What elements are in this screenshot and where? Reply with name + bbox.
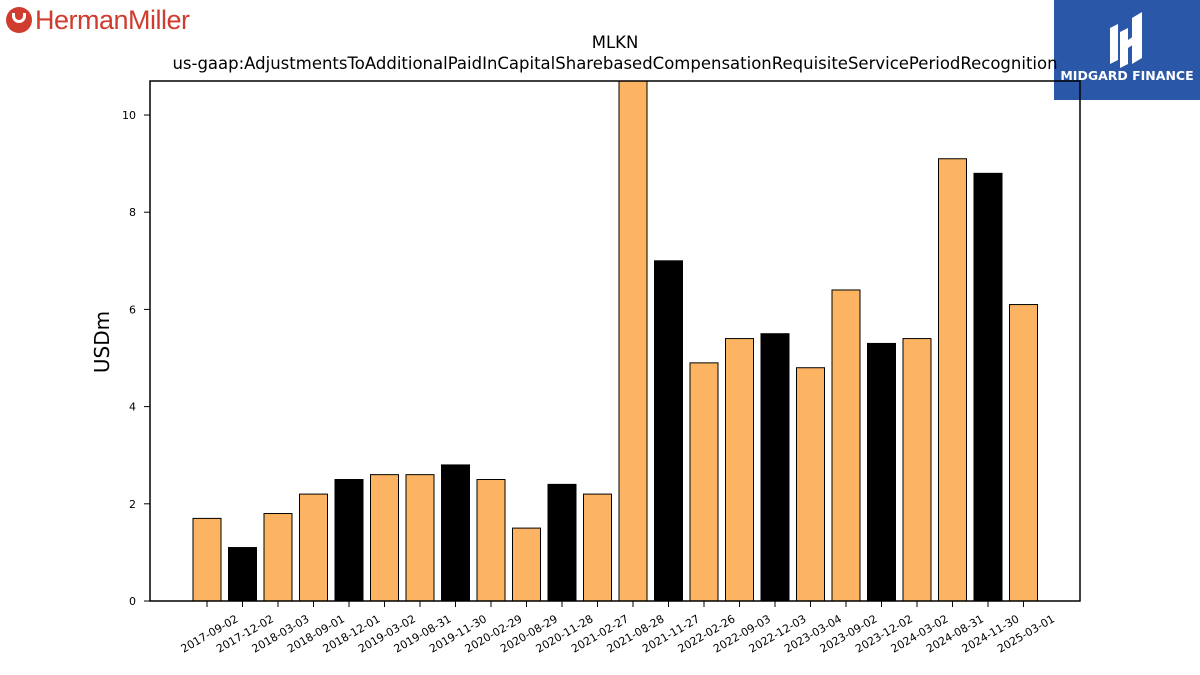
bar-2021-08-28 bbox=[618, 80, 648, 602]
y-tick-label: 10 bbox=[122, 109, 136, 122]
bar-2022-02-26 bbox=[689, 362, 719, 602]
y-tick-label: 4 bbox=[129, 401, 136, 414]
midgard-finance-wordmark: MIDGARD FINANCE bbox=[1060, 68, 1194, 83]
bar-2022-12-03 bbox=[760, 333, 790, 602]
y-axis-label: USDm bbox=[90, 311, 114, 373]
bar-2018-12-01 bbox=[334, 479, 364, 602]
bar-2017-09-02 bbox=[192, 517, 222, 602]
bar-2019-03-02 bbox=[370, 474, 399, 602]
midgard-emblem-icon bbox=[1110, 12, 1142, 68]
chart-subtitle: us-gaap:AdjustmentsToAdditionalPaidInCap… bbox=[172, 53, 1058, 73]
bar-2019-08-31 bbox=[405, 474, 435, 602]
y-tick-label: 2 bbox=[129, 498, 136, 511]
bar-2020-11-28 bbox=[547, 483, 577, 602]
bar-2023-09-02 bbox=[831, 289, 861, 602]
bars-group bbox=[192, 80, 1038, 602]
bar-2020-02-29 bbox=[476, 479, 506, 602]
bar-2024-08-31 bbox=[938, 158, 967, 602]
x-axis: 2017-09-022017-12-022018-03-032018-09-01… bbox=[179, 601, 1057, 656]
bar-2019-11-30 bbox=[441, 464, 470, 602]
bar-2018-09-01 bbox=[299, 493, 328, 602]
chart-title: MLKN bbox=[591, 33, 639, 52]
bar-2023-12-02 bbox=[867, 342, 896, 602]
bar-2024-11-30 bbox=[973, 172, 1003, 602]
bar-2023-03-04 bbox=[796, 367, 825, 602]
bar-2021-02-27 bbox=[583, 493, 612, 602]
herman-miller-wordmark: HermanMiller bbox=[35, 4, 190, 35]
bar-2020-08-29 bbox=[512, 527, 541, 602]
midgard-finance-logo: MIDGARD FINANCE bbox=[1054, 0, 1200, 100]
plot-frame bbox=[149, 80, 1081, 602]
y-tick-label: 0 bbox=[129, 595, 136, 608]
bar-2025-03-01 bbox=[1009, 304, 1038, 602]
bar-2021-11-27 bbox=[654, 260, 683, 602]
bar-2017-12-02 bbox=[228, 547, 257, 602]
herman-miller-logo: HermanMiller bbox=[6, 4, 190, 36]
y-tick-label: 6 bbox=[129, 303, 136, 316]
herman-miller-mark-icon bbox=[6, 7, 32, 33]
bar-2022-09-03 bbox=[725, 338, 754, 602]
bar-2024-03-02 bbox=[902, 338, 932, 602]
y-tick-label: 8 bbox=[129, 206, 136, 219]
chart-title-block: MLKN us-gaap:AdjustmentsToAdditionalPaid… bbox=[0, 33, 1200, 74]
y-axis: 0 2 4 6 8 10 bbox=[122, 109, 150, 608]
bar-2018-03-03 bbox=[263, 513, 293, 602]
